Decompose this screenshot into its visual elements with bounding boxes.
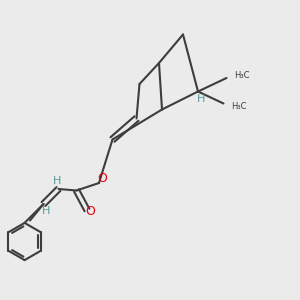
Text: H: H [53,176,61,187]
Text: H: H [42,206,51,217]
Text: H₃C: H₃C [234,71,250,80]
Text: H₃C: H₃C [231,102,247,111]
Text: O: O [86,205,95,218]
Text: H: H [197,94,205,104]
Text: O: O [97,172,107,185]
